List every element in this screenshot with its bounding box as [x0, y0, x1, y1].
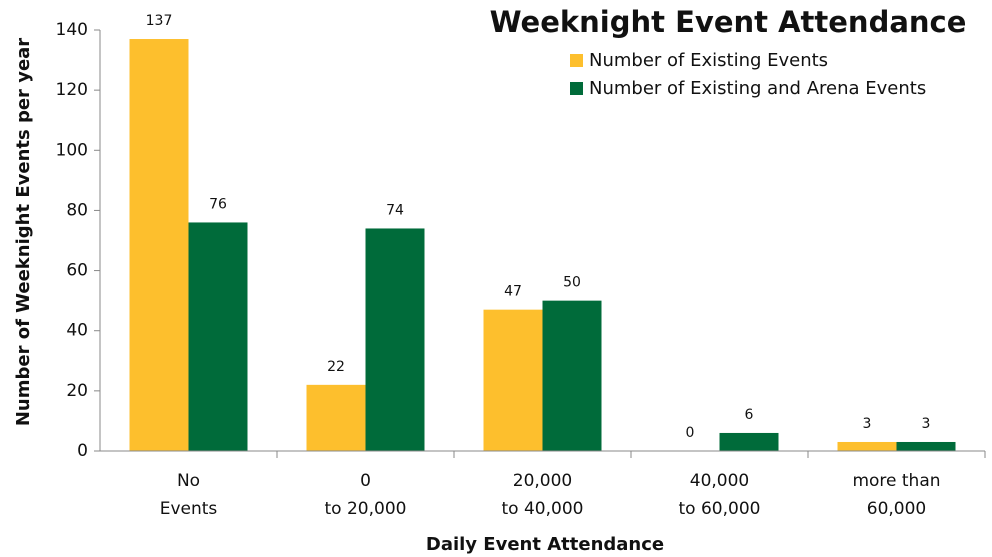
x-tick-label: Events	[160, 499, 218, 519]
bar	[837, 441, 897, 451]
value-label: 137	[146, 13, 173, 29]
chart-title: Weeknight Event Attendance	[490, 5, 967, 39]
value-label: 3	[863, 416, 872, 432]
x-tick-label: 40,000	[690, 471, 749, 491]
x-tick-label: No	[177, 471, 200, 491]
legend-label: Number of Existing and Arena Events	[589, 78, 926, 99]
legend-swatch	[570, 54, 583, 67]
legend-label: Number of Existing Events	[589, 50, 828, 71]
value-label: 47	[504, 284, 522, 300]
y-tick-label: 120	[56, 80, 88, 100]
bar	[129, 39, 189, 452]
x-tick-label: to 20,000	[325, 499, 407, 519]
x-tick-label: 20,000	[513, 471, 572, 491]
y-tick-label: 20	[66, 381, 88, 401]
value-label: 76	[209, 196, 227, 212]
bar	[719, 432, 779, 451]
y-tick-label: 40	[66, 321, 88, 341]
legend-swatch	[570, 82, 583, 95]
bar	[896, 441, 956, 451]
value-label: 74	[386, 202, 404, 218]
value-label: 6	[745, 407, 754, 423]
bar	[365, 228, 425, 451]
x-axis-label: Daily Event Attendance	[426, 534, 664, 555]
value-label: 3	[922, 416, 931, 432]
x-tick-label: to 60,000	[679, 499, 761, 519]
value-label: 50	[563, 275, 581, 291]
y-tick-label: 100	[56, 140, 88, 160]
value-label: 0	[686, 425, 695, 441]
x-tick-label: 60,000	[867, 499, 926, 519]
x-tick-label: more than	[852, 471, 940, 491]
bar	[483, 309, 543, 451]
y-tick-label: 80	[66, 200, 88, 220]
y-tick-label: 140	[56, 20, 88, 40]
bar	[188, 222, 248, 451]
bar	[542, 300, 602, 451]
y-tick-label: 60	[66, 261, 88, 281]
bar	[306, 384, 366, 451]
y-tick-label: 0	[77, 441, 88, 461]
value-label: 22	[327, 359, 345, 375]
x-tick-label: 0	[360, 471, 371, 491]
x-tick-label: to 40,000	[502, 499, 584, 519]
y-axis-label: Number of Weeknight Events per year	[13, 38, 34, 426]
